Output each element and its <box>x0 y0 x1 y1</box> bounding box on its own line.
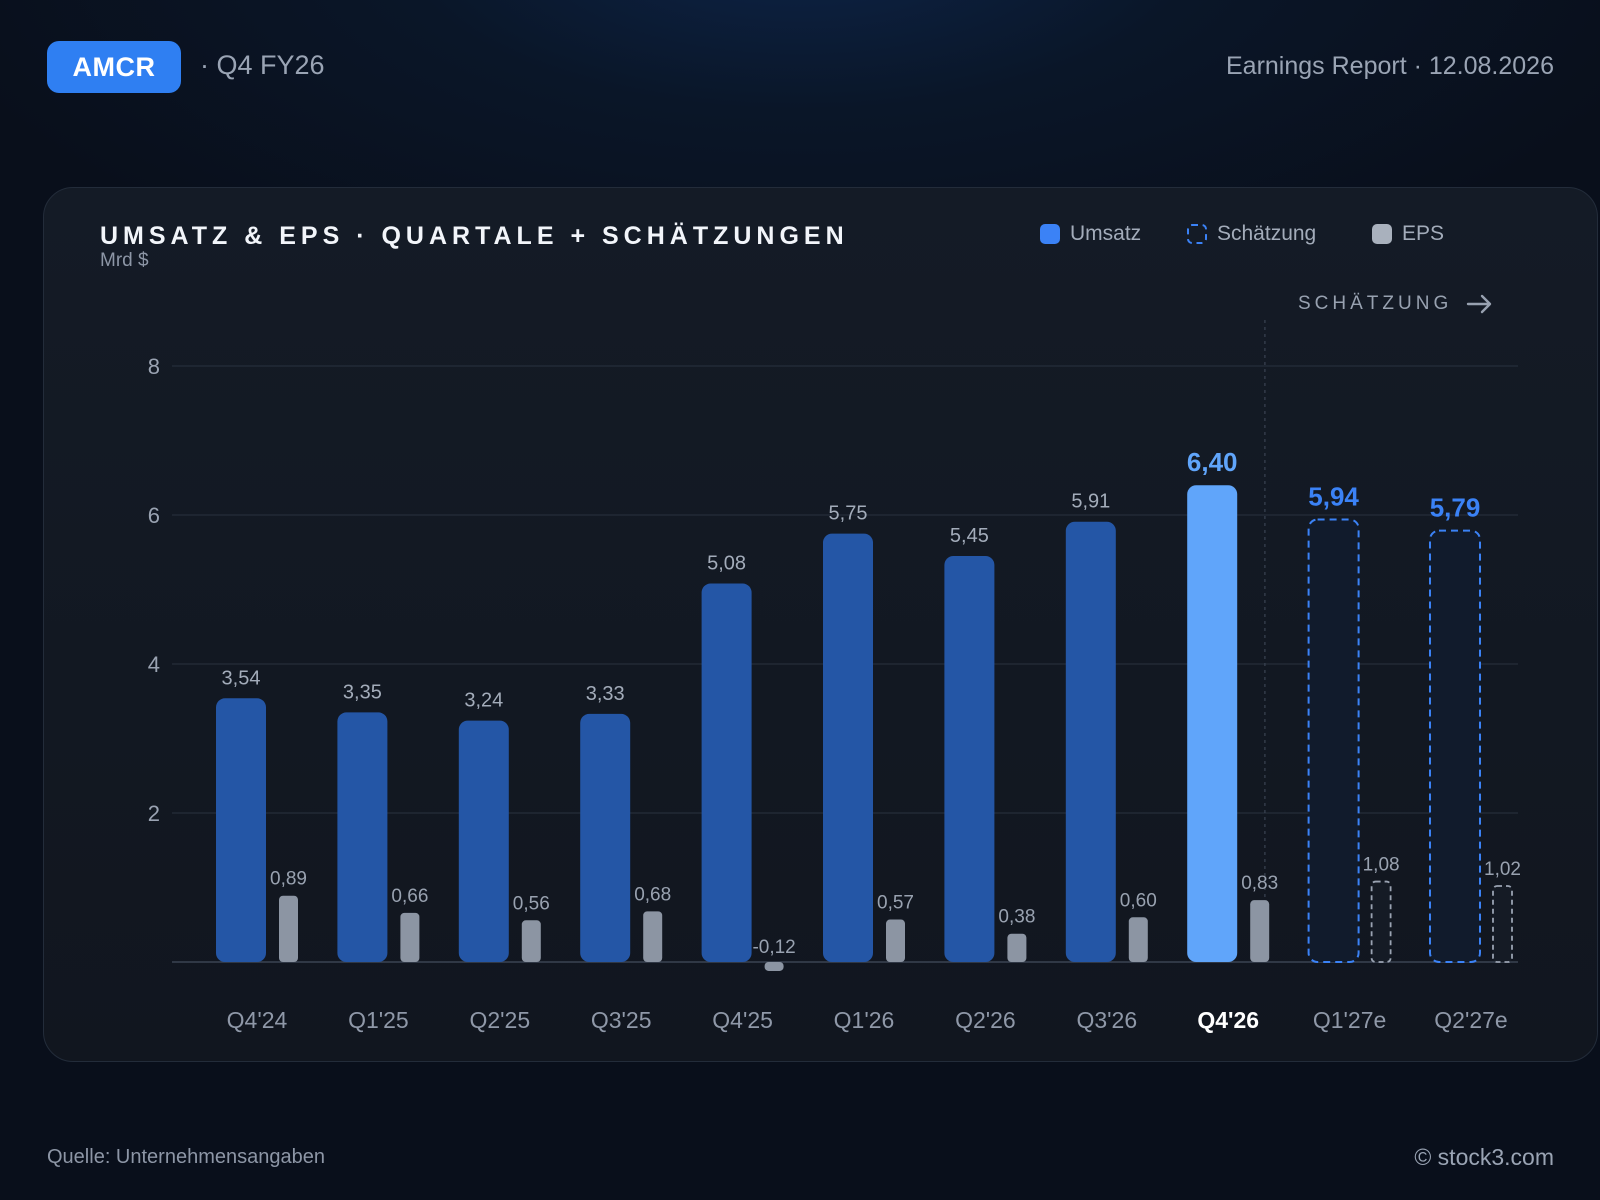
revenue-value-label: 5,91 <box>1071 491 1110 513</box>
legend-label-eps: EPS <box>1402 222 1445 245</box>
revenue-value-label: 5,94 <box>1308 481 1359 511</box>
x-tick-label: Q2'25 <box>469 1007 530 1033</box>
eps-bar <box>279 895 298 962</box>
eps-value-label: -0,12 <box>752 937 795 958</box>
chart-title: UMSATZ & EPS · QUARTALE + SCHÄTZUNGEN <box>100 222 849 250</box>
eps-value-label: 0,89 <box>270 869 307 890</box>
eps-bar <box>400 912 420 962</box>
eps-bar <box>521 920 541 962</box>
eps-value-label: 0,57 <box>877 893 914 914</box>
y-tick-label: 6 <box>148 503 160 528</box>
legend-item-eps: EPS <box>1372 222 1444 246</box>
x-tick-label: Q1'26 <box>834 1007 895 1033</box>
arrow-right-icon <box>1466 294 1492 314</box>
revenue-value-label: 3,54 <box>222 667 261 689</box>
eps-bar <box>886 919 905 962</box>
estimate-marker-label: SCHÄTZUNG <box>1298 293 1453 314</box>
legend-swatch-revenue <box>1040 224 1060 244</box>
revenue-bar <box>944 555 995 962</box>
eps-value-label: 0,56 <box>513 893 550 914</box>
eps-bar <box>1128 917 1148 962</box>
eps-value-label: 1,02 <box>1484 859 1521 880</box>
revenue-bar <box>580 713 631 962</box>
report-date: Earnings Report · 12.08.2026 <box>1226 52 1554 80</box>
legend-swatch-eps <box>1372 224 1392 244</box>
eps-value-label: 1,08 <box>1363 855 1400 876</box>
revenue-bar <box>216 698 266 962</box>
eps-bar <box>643 911 663 962</box>
revenue-bar <box>1065 521 1116 962</box>
legend-item-revenue: Umsatz <box>1040 222 1141 246</box>
y-tick-label: 8 <box>148 354 160 379</box>
x-tick-label: Q3'26 <box>1076 1007 1137 1033</box>
eps-value-label: 0,38 <box>998 907 1035 928</box>
legend-swatch-estimate <box>1187 224 1207 244</box>
x-tick-label: Q4'25 <box>712 1007 773 1033</box>
revenue-value-label: 3,35 <box>343 681 382 703</box>
eps-bar <box>1007 933 1027 962</box>
revenue-value-label: 5,08 <box>707 553 746 575</box>
estimate-revenue-bar <box>1429 529 1481 964</box>
legend-item-estimate: Schätzung <box>1187 222 1316 246</box>
x-tick-label: Q4'26 <box>1197 1007 1259 1033</box>
fiscal-quarter: · Q4 FY26 <box>200 50 325 80</box>
revenue-value-label: 3,24 <box>464 690 503 712</box>
eps-value-label: 0,68 <box>634 884 671 905</box>
revenue-bar <box>458 720 509 962</box>
x-tick-label: Q1'25 <box>348 1007 409 1033</box>
revenue-value-label: 3,33 <box>586 683 625 705</box>
legend-label-estimate: Schätzung <box>1217 222 1317 245</box>
source-note: Quelle: Unternehmensangaben <box>47 1146 325 1168</box>
revenue-value-label: 5,75 <box>829 503 868 525</box>
x-tick-label: Q3'25 <box>591 1007 652 1033</box>
revenue-eps-chart: 2 4 6 8 3,54 0,89 Q4'24 3,35 0,66 Q1'25 3,24 0,56 Q2… <box>148 320 1521 1033</box>
y-tick-label: 2 <box>148 801 160 826</box>
revenue-value-label: 5,79 <box>1430 493 1481 523</box>
estimate-eps-bar <box>1370 880 1392 963</box>
eps-bar <box>764 962 784 971</box>
ticker-badge: AMCR <box>47 41 181 93</box>
x-tick-label: Q2'26 <box>955 1007 1016 1033</box>
revenue-bar <box>337 712 388 962</box>
estimate-revenue-bar <box>1307 518 1360 963</box>
eps-value-label: 0,60 <box>1120 890 1157 911</box>
eps-bar <box>1250 900 1270 962</box>
revenue-bar <box>701 583 752 962</box>
chart-unit: Mrd $ <box>100 250 149 271</box>
estimate-eps-bar <box>1492 885 1513 963</box>
eps-value-label: 0,83 <box>1241 873 1278 894</box>
copyright: © stock3.com <box>1414 1144 1554 1170</box>
x-tick-label: Q2'27e <box>1434 1007 1507 1033</box>
revenue-value-label: 5,45 <box>950 525 989 547</box>
y-tick-label: 4 <box>148 652 160 677</box>
legend-label-revenue: Umsatz <box>1070 222 1142 245</box>
eps-value-label: 0,66 <box>391 886 428 907</box>
revenue-value-label: 6,40 <box>1187 447 1238 477</box>
x-tick-label: Q1'27e <box>1313 1007 1386 1033</box>
x-tick-label: Q4'24 <box>227 1007 288 1033</box>
revenue-bar <box>1187 485 1238 962</box>
revenue-bar <box>823 533 873 962</box>
